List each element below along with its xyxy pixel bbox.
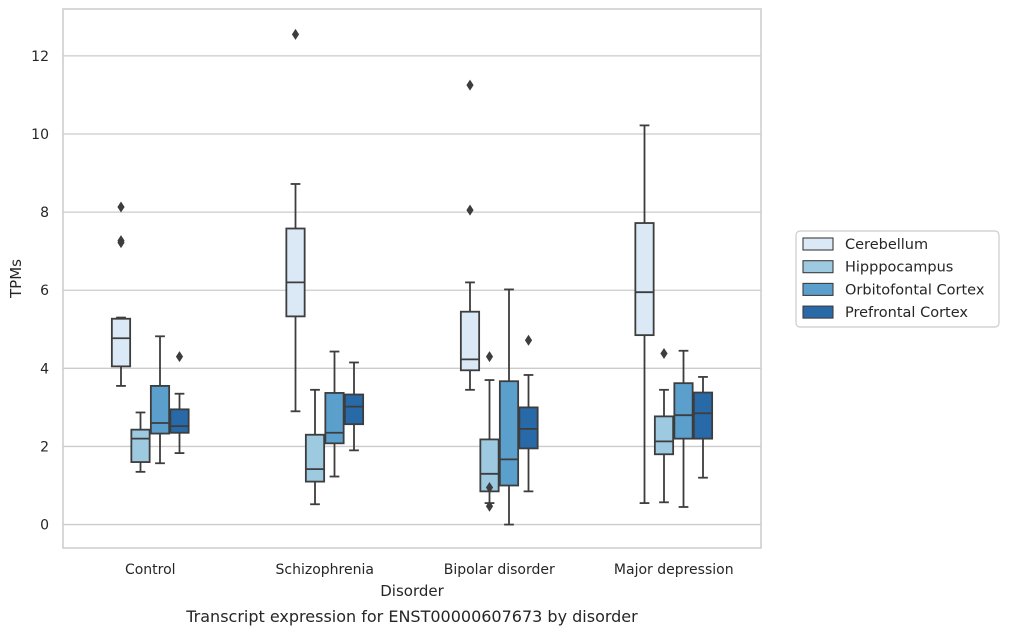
box — [459, 79, 481, 391]
outlier-point — [466, 79, 474, 91]
legend-label: Cerebellum — [845, 237, 928, 253]
box — [149, 335, 171, 465]
x-axis-title: Disorder — [380, 582, 444, 600]
box-iqr — [634, 222, 655, 337]
outlier-point — [524, 334, 533, 346]
box — [324, 350, 345, 478]
legend-label: Orbitofontal Cortex — [845, 282, 985, 298]
legend: Cerebellum Hipppocampus Orbitofontal Corte… — [795, 230, 1000, 328]
box — [479, 351, 500, 512]
box-group — [459, 79, 539, 526]
box-group — [110, 201, 190, 473]
y-axis-title: TPMs — [7, 259, 25, 299]
legend-label: Hipppocampus — [845, 260, 953, 276]
box-iqr — [285, 227, 306, 318]
legend-entry: Prefrontal Cortex — [802, 305, 968, 321]
x-tick-labels: Control Schizophrenia Bipolar disorder Majo… — [125, 562, 734, 578]
x-tick-label: Bipolar disorder — [444, 562, 555, 578]
outlier-point — [117, 201, 125, 213]
box-groups — [110, 28, 714, 526]
box-iqr — [304, 433, 326, 483]
y-tick-label: 0 — [40, 518, 49, 534]
y-tick-label: 6 — [40, 283, 49, 299]
y-tick-labels: 0 2 4 6 8 10 12 — [31, 49, 49, 534]
box-group — [285, 28, 365, 506]
box-iqr — [324, 392, 345, 445]
box — [692, 376, 714, 479]
box — [498, 288, 520, 526]
legend-frame — [795, 230, 1000, 328]
y-tick-label: 8 — [40, 205, 49, 221]
box — [110, 201, 132, 387]
legend-entry: Orbitofontal Cortex — [802, 282, 985, 298]
legend-swatch — [802, 237, 834, 251]
box — [634, 124, 655, 504]
legend-swatch — [802, 282, 834, 296]
legend-swatch — [802, 260, 834, 274]
box-iqr — [169, 408, 190, 434]
box — [518, 334, 539, 493]
box-iqr — [673, 382, 694, 440]
outlier-point — [660, 347, 668, 359]
y-tick-label: 2 — [40, 439, 49, 455]
y-tick-label: 4 — [40, 361, 49, 377]
box — [673, 349, 694, 508]
box-iqr — [498, 380, 520, 487]
box — [285, 28, 306, 413]
plot-frame — [62, 8, 762, 549]
x-tick-label: Major depression — [614, 562, 734, 578]
outlier-point — [117, 235, 125, 247]
x-tick-label: Control — [125, 562, 176, 578]
outlier-point — [175, 351, 184, 363]
box — [343, 361, 365, 452]
outlier-point — [485, 481, 494, 493]
outlier-point — [291, 28, 300, 40]
box-iqr — [653, 415, 675, 456]
legend-entry: Hipppocampus — [802, 260, 953, 276]
outlier-point — [485, 351, 494, 363]
chart-caption: Transcript expression for ENST0000060767… — [185, 607, 638, 626]
legend-swatch — [802, 305, 834, 319]
box — [169, 351, 190, 454]
box — [130, 411, 151, 473]
box-iqr — [518, 406, 539, 450]
y-tick-label: 12 — [31, 49, 49, 65]
box-iqr — [459, 310, 481, 372]
x-tick-label: Schizophrenia — [276, 562, 374, 578]
box-iqr — [149, 385, 171, 435]
legend-entry: Cerebellum — [802, 237, 928, 253]
box — [653, 347, 675, 504]
legend-label: Prefrontal Cortex — [845, 305, 968, 321]
outlier-point — [485, 500, 494, 512]
box-iqr — [130, 428, 151, 463]
box-iqr — [343, 393, 365, 426]
outlier-point — [466, 204, 474, 216]
box-iqr — [692, 391, 714, 440]
y-tick-label: 10 — [31, 127, 49, 143]
box-group — [634, 124, 714, 508]
box-iqr — [110, 317, 132, 368]
box — [304, 388, 326, 506]
